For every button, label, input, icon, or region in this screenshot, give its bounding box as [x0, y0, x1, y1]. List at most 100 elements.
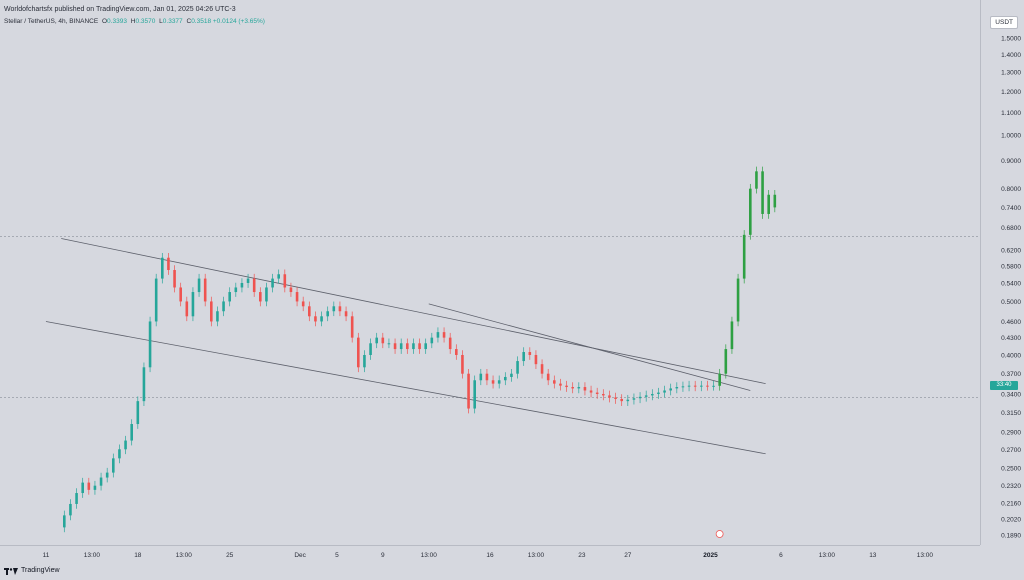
candle-body [706, 385, 709, 387]
candle-body [540, 364, 544, 374]
open-label: O [101, 18, 108, 25]
price-tick-label: 0.4000 [1001, 352, 1021, 359]
candle-body [718, 373, 721, 386]
candle-body [577, 387, 581, 389]
time-tick-label: 13:00 [84, 552, 101, 559]
candle-body [393, 343, 397, 350]
candle-body [332, 306, 336, 312]
candle-body [749, 188, 752, 235]
candle-body [314, 316, 317, 322]
price-tick-label: 0.8000 [1001, 186, 1021, 193]
high-label: H [130, 18, 136, 25]
price-tick-label: 0.2500 [1001, 465, 1021, 472]
candle-body [148, 321, 152, 368]
time-tick-label: 23 [578, 552, 586, 559]
candle-body [430, 337, 434, 344]
candle-body [93, 485, 97, 490]
price-tick-label: 0.2900 [1001, 430, 1021, 437]
low-label: L [159, 18, 163, 25]
price-chart[interactable] [0, 0, 980, 545]
candle-body [350, 316, 354, 338]
time-tick-label: 18 [134, 552, 142, 559]
time-tick-label: 13 [869, 552, 877, 559]
close-label: C [186, 18, 192, 25]
candle-body [724, 349, 728, 374]
candle-body [767, 194, 770, 214]
candle-body [142, 367, 146, 402]
event-marker-icon [715, 530, 724, 538]
candle-body [632, 398, 636, 400]
open-value: 0.3393 [107, 18, 127, 25]
candle-body [69, 503, 72, 516]
footer: TradingView [4, 565, 60, 577]
time-tick-label: 13:00 [528, 552, 545, 559]
price-tick-label: 0.2160 [1001, 500, 1021, 507]
candle-body [222, 301, 225, 312]
candle-body [240, 282, 244, 288]
footer-brand: TradingView [21, 567, 60, 574]
candle-body [381, 337, 385, 344]
candle-body [265, 287, 268, 302]
candle-body [712, 385, 715, 387]
candle-body [448, 337, 452, 350]
candle-body [755, 171, 758, 189]
candle-body [295, 292, 299, 302]
time-tick-label: 6 [779, 552, 783, 559]
candle-body [191, 292, 195, 317]
price-tick-label: 0.2020 [1001, 516, 1021, 523]
time-tick-label: 13:00 [917, 552, 934, 559]
candle-body [467, 373, 470, 409]
candle-body [63, 515, 66, 528]
candle-body [614, 397, 617, 399]
candle-body [608, 395, 611, 398]
candle-body [424, 343, 427, 350]
candle-body [442, 332, 446, 338]
candle-body [644, 395, 648, 397]
candle-body [602, 393, 605, 396]
candle-body [553, 380, 556, 384]
price-tick-label: 0.9000 [1001, 158, 1021, 165]
candle-body [210, 301, 213, 322]
time-tick-label: 9 [381, 552, 385, 559]
candle-body [203, 278, 207, 302]
candle-body [461, 354, 464, 374]
chart-plot-area[interactable] [0, 0, 980, 545]
price-tick-label: 0.3700 [1001, 371, 1021, 378]
candle-body [197, 278, 201, 293]
candle-body [455, 349, 458, 355]
candle-body [363, 354, 366, 368]
time-axis[interactable]: 11 13:00 18 13:00 25 Dec 5 9 13:00 16 13:00 23 27 202… [0, 545, 980, 564]
candle-body [491, 380, 495, 384]
currency-label[interactable]: USDT [990, 16, 1018, 29]
candle-body [675, 387, 679, 389]
price-tick-label: 0.1890 [1001, 532, 1021, 539]
candle-body [700, 385, 703, 387]
high-value: 0.3570 [135, 18, 156, 25]
candle-body [663, 390, 666, 393]
candle-body [136, 401, 140, 425]
low-value: 0.3377 [162, 18, 183, 25]
candle-body [308, 306, 311, 317]
time-tick-label: 13:00 [421, 552, 438, 559]
time-tick-label: 27 [624, 552, 632, 559]
price-tick-label: 1.5000 [1001, 35, 1021, 42]
candle-body [497, 380, 501, 384]
time-tick-label: 5 [335, 552, 339, 559]
time-tick-label: 13:00 [819, 552, 836, 559]
candle-body [730, 321, 734, 350]
candle-body [412, 343, 415, 350]
price-tick-label: 0.5000 [1001, 299, 1021, 306]
time-axis-svg: 11 13:00 18 13:00 25 Dec 5 9 13:00 16 13:00 23 27 202… [43, 552, 934, 559]
candle-body [185, 301, 189, 317]
price-tick-label: 0.3400 [1001, 391, 1021, 398]
price-axis[interactable]: 1.5000 1.4000 1.3000 1.2000 1.1000 1.0000 0.90… [980, 0, 1024, 545]
candle-body [81, 482, 84, 494]
price-tick-label: 0.6200 [1001, 247, 1021, 254]
candle-body [173, 270, 176, 288]
price-tick-label: 0.5400 [1001, 280, 1021, 287]
candle-body [271, 278, 274, 288]
candle-body [118, 449, 121, 459]
candle-body [326, 311, 329, 317]
price-tick-label: 1.3000 [1001, 70, 1021, 77]
candle-body [167, 257, 170, 271]
